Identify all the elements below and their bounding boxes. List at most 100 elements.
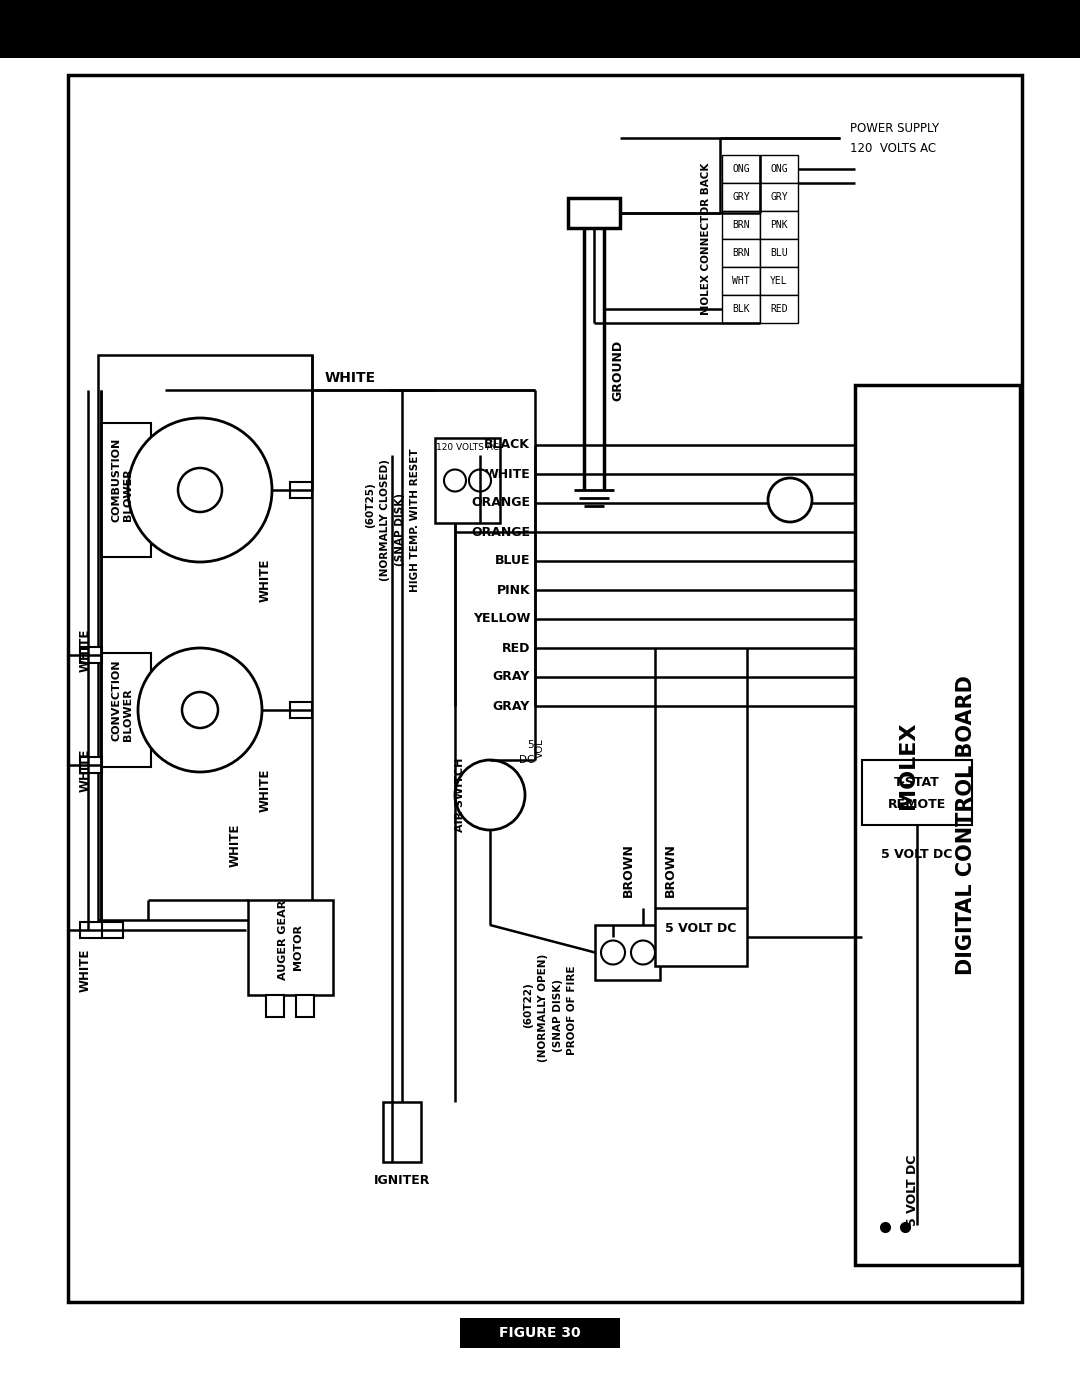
- Text: FIGURE 30: FIGURE 30: [499, 1326, 581, 1340]
- Text: (60T22): (60T22): [523, 982, 534, 1028]
- Bar: [98, 355, 312, 921]
- Text: DIGITAL CONTROL BOARD: DIGITAL CONTROL BOARD: [956, 675, 975, 975]
- Bar: [291, 703, 312, 718]
- Text: WHITE: WHITE: [484, 468, 530, 481]
- Bar: [723, 239, 760, 267]
- Text: WHITE: WHITE: [324, 372, 376, 386]
- Text: ONG: ONG: [732, 163, 750, 175]
- Bar: [435, 439, 500, 522]
- Circle shape: [631, 940, 654, 964]
- Bar: [723, 295, 760, 323]
- Bar: [760, 155, 798, 183]
- Text: VOL: VOL: [535, 738, 545, 757]
- Text: (NORMALLY OPEN): (NORMALLY OPEN): [538, 954, 548, 1062]
- Text: (NORMALLY CLOSED): (NORMALLY CLOSED): [380, 460, 390, 581]
- Circle shape: [444, 469, 465, 492]
- Bar: [102, 423, 151, 557]
- Text: YELLOW: YELLOW: [473, 612, 530, 626]
- Circle shape: [183, 692, 218, 728]
- Text: MOLEX: MOLEX: [897, 721, 918, 809]
- Text: WHITE: WHITE: [258, 768, 271, 812]
- Text: 5 VOLT DC: 5 VOLT DC: [905, 1154, 918, 1225]
- Text: REMOTE: REMOTE: [888, 798, 946, 810]
- Bar: [760, 183, 798, 211]
- Bar: [855, 386, 1020, 1266]
- Bar: [595, 925, 660, 981]
- Text: GRAY: GRAY: [492, 671, 530, 683]
- Text: MOTOR: MOTOR: [294, 925, 303, 971]
- Text: 120  VOLTS AC: 120 VOLTS AC: [850, 141, 936, 155]
- Text: BRN: BRN: [732, 249, 750, 258]
- Circle shape: [455, 760, 525, 830]
- Text: AIR SWITCH: AIR SWITCH: [455, 757, 465, 833]
- Text: ONG: ONG: [770, 163, 787, 175]
- Text: COMBUSTION: COMBUSTION: [111, 437, 121, 522]
- Text: (SNAP DISK): (SNAP DISK): [553, 978, 563, 1052]
- Bar: [760, 211, 798, 239]
- Bar: [723, 211, 760, 239]
- Text: 29: 29: [1015, 10, 1069, 47]
- Text: BLOWER: BLOWER: [123, 468, 133, 521]
- Circle shape: [768, 478, 812, 522]
- Circle shape: [600, 940, 625, 964]
- Bar: [460, 1317, 620, 1348]
- Text: CONVECTION: CONVECTION: [111, 659, 121, 740]
- Circle shape: [138, 648, 262, 773]
- Bar: [80, 922, 102, 937]
- Bar: [760, 239, 798, 267]
- Text: WHITE: WHITE: [229, 823, 242, 866]
- Bar: [102, 652, 151, 767]
- Text: YEL: YEL: [770, 277, 787, 286]
- Text: WHITE: WHITE: [79, 749, 92, 792]
- Text: PNK: PNK: [770, 219, 787, 231]
- Text: RED: RED: [770, 305, 787, 314]
- Text: T-STAT: T-STAT: [894, 775, 940, 788]
- Text: MOLEX CONNECTOR BACK: MOLEX CONNECTOR BACK: [701, 163, 711, 316]
- Text: 5: 5: [527, 740, 534, 750]
- Text: BLACK: BLACK: [484, 439, 530, 451]
- Bar: [266, 995, 284, 1017]
- Text: 120 VOLTS AC: 120 VOLTS AC: [436, 443, 499, 453]
- Text: BLUE: BLUE: [495, 555, 530, 567]
- Bar: [102, 922, 123, 937]
- Text: DC: DC: [519, 754, 535, 766]
- Bar: [80, 757, 102, 773]
- Bar: [723, 155, 760, 183]
- Text: PINK: PINK: [497, 584, 530, 597]
- Bar: [291, 482, 312, 497]
- Text: GRAY: GRAY: [492, 700, 530, 712]
- Text: GRY: GRY: [770, 191, 787, 203]
- Text: WHT: WHT: [732, 277, 750, 286]
- Bar: [760, 295, 798, 323]
- Text: ORANGE: ORANGE: [471, 525, 530, 538]
- Text: RED: RED: [501, 641, 530, 655]
- Bar: [760, 267, 798, 295]
- Circle shape: [129, 418, 272, 562]
- Text: IGNITER: IGNITER: [374, 1173, 430, 1186]
- Text: 5 VOLT DC: 5 VOLT DC: [881, 848, 953, 862]
- Text: GROUND: GROUND: [611, 339, 624, 401]
- Bar: [296, 995, 314, 1017]
- Bar: [0, 0, 1080, 59]
- Bar: [723, 183, 760, 211]
- Text: (SNAP DISK): (SNAP DISK): [395, 493, 405, 567]
- Text: BROWN: BROWN: [621, 842, 635, 897]
- Text: GRY: GRY: [732, 191, 750, 203]
- Text: HIGH TEMP. WITH RESET: HIGH TEMP. WITH RESET: [410, 448, 420, 592]
- Bar: [68, 75, 1022, 1302]
- Circle shape: [469, 469, 491, 492]
- Bar: [723, 267, 760, 295]
- Bar: [654, 908, 747, 965]
- Text: WHITE: WHITE: [79, 629, 92, 672]
- Text: BLK: BLK: [732, 305, 750, 314]
- Text: BRN: BRN: [732, 219, 750, 231]
- Text: BLOWER: BLOWER: [123, 689, 133, 742]
- Bar: [80, 647, 102, 664]
- Text: WHITE: WHITE: [258, 559, 271, 602]
- Text: BROWN: BROWN: [663, 842, 676, 897]
- Text: ELECTRICAL DIAGRAM: ELECTRICAL DIAGRAM: [256, 10, 738, 47]
- Text: 5 VOLT DC: 5 VOLT DC: [665, 922, 737, 936]
- Text: PROOF OF FIRE: PROOF OF FIRE: [567, 965, 577, 1055]
- Bar: [862, 760, 972, 826]
- Text: (60T25): (60T25): [365, 482, 375, 528]
